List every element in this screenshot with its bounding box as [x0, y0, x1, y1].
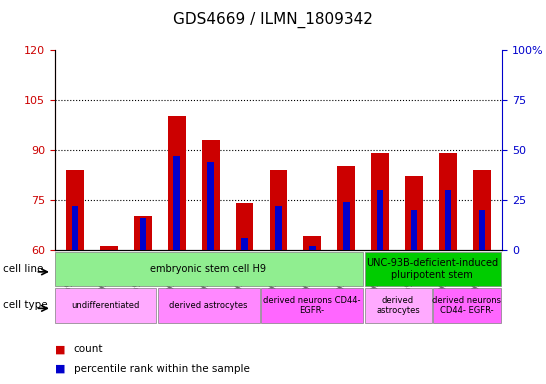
Text: ■: ■	[55, 344, 65, 354]
Text: derived neurons CD44-
EGFR-: derived neurons CD44- EGFR-	[263, 296, 360, 315]
Text: GSM997569: GSM997569	[438, 254, 448, 313]
Bar	[473, 170, 491, 250]
Bar	[343, 202, 349, 250]
Bar	[66, 170, 84, 250]
Bar	[479, 210, 485, 250]
Text: GSM997555: GSM997555	[65, 254, 75, 314]
Bar	[201, 140, 219, 250]
Text: GSM997572: GSM997572	[404, 254, 414, 314]
Text: GSM997566: GSM997566	[269, 254, 278, 313]
Bar	[207, 162, 214, 250]
Text: GSM997568: GSM997568	[336, 254, 346, 313]
Bar	[72, 206, 78, 250]
Bar	[337, 166, 355, 250]
Text: GSM997564: GSM997564	[200, 254, 211, 313]
Text: ■: ■	[55, 364, 65, 374]
Text: cell type: cell type	[3, 300, 48, 310]
Bar	[439, 153, 457, 250]
Text: embryonic stem cell H9: embryonic stem cell H9	[151, 264, 266, 274]
Bar	[377, 190, 383, 250]
Bar	[270, 170, 287, 250]
Text: GSM997563: GSM997563	[167, 254, 177, 313]
Text: undifferentiated: undifferentiated	[71, 301, 139, 310]
Text: derived astrocytes: derived astrocytes	[169, 301, 248, 310]
Bar	[405, 176, 423, 250]
Bar	[140, 218, 146, 250]
Text: GSM997565: GSM997565	[235, 254, 245, 313]
Text: derived
astrocytes: derived astrocytes	[376, 296, 420, 315]
Text: UNC-93B-deficient-induced
pluripotent stem: UNC-93B-deficient-induced pluripotent st…	[366, 258, 498, 280]
Text: percentile rank within the sample: percentile rank within the sample	[74, 364, 250, 374]
Bar	[100, 246, 118, 250]
Text: GSM997571: GSM997571	[370, 254, 380, 313]
Bar	[168, 116, 186, 250]
Bar	[275, 206, 282, 250]
Bar	[309, 246, 316, 250]
Text: GDS4669 / ILMN_1809342: GDS4669 / ILMN_1809342	[173, 12, 373, 28]
Bar	[445, 190, 452, 250]
Text: GSM997557: GSM997557	[133, 254, 143, 314]
Bar	[304, 236, 321, 250]
Bar	[371, 153, 389, 250]
Bar	[241, 238, 248, 250]
Text: derived neurons
CD44- EGFR-: derived neurons CD44- EGFR-	[432, 296, 501, 315]
Bar	[174, 156, 180, 250]
Text: cell line: cell line	[3, 264, 43, 274]
Text: GSM997556: GSM997556	[99, 254, 109, 313]
Text: GSM997570: GSM997570	[472, 254, 482, 313]
Text: GSM997567: GSM997567	[302, 254, 312, 313]
Bar	[134, 216, 152, 250]
Bar	[411, 210, 417, 250]
Text: count: count	[74, 344, 103, 354]
Bar	[236, 203, 253, 250]
